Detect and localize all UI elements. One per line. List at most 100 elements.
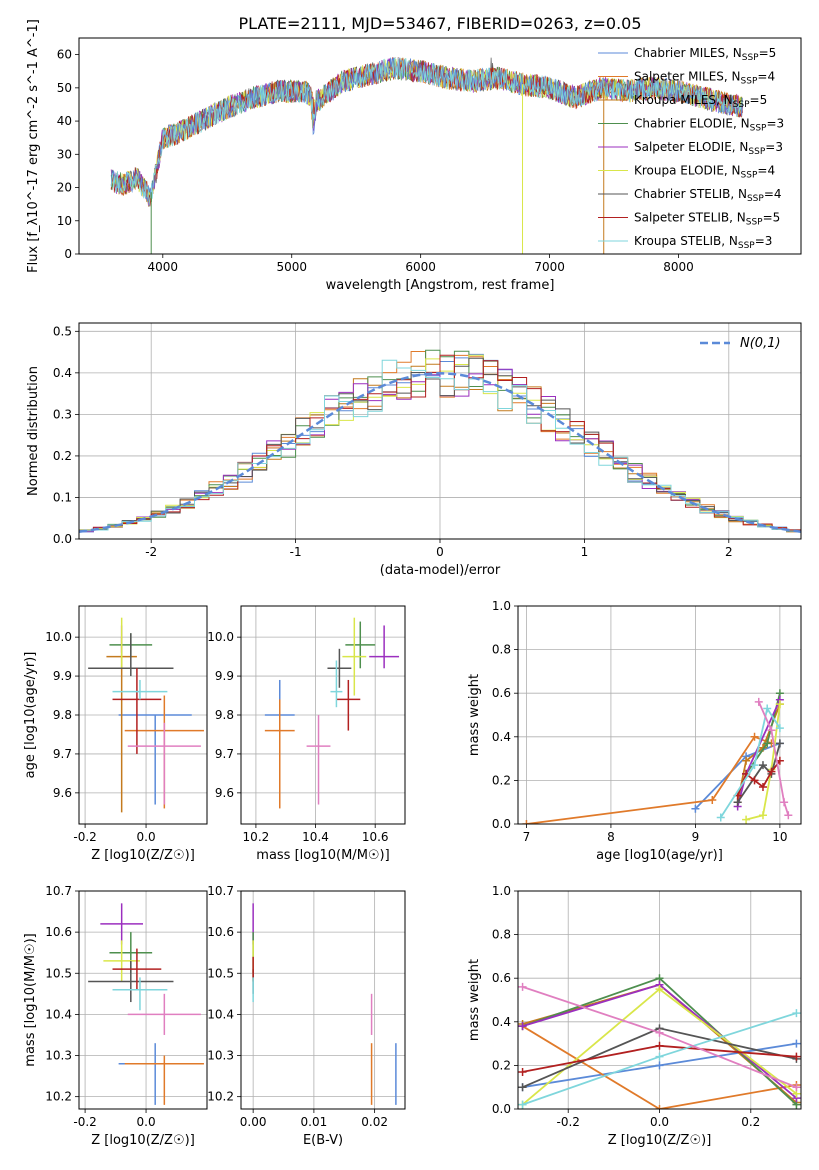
y-tick-label: 10.3 bbox=[45, 1049, 72, 1063]
y-tick-label: 0.5 bbox=[53, 324, 72, 338]
axes-frame bbox=[517, 890, 802, 1110]
spectrum-legend: Chabrier MILES, NSSP=5 Salpeter MILES, NS… bbox=[598, 46, 784, 251]
histogram-series bbox=[79, 359, 801, 532]
y-axis-label: mass [log10(M/M☉)] bbox=[23, 933, 38, 1066]
weight-point bbox=[775, 724, 784, 733]
x-tick-label: 0.00 bbox=[240, 1115, 267, 1129]
weight-point bbox=[518, 982, 527, 991]
y-axis-label: age [log10(age/yr)] bbox=[23, 652, 38, 779]
y-tick-label: 0.8 bbox=[492, 928, 511, 942]
weight-point bbox=[655, 1061, 664, 1070]
mass-vs-z-panel-marks bbox=[88, 903, 204, 1105]
x-tick-label: 4000 bbox=[148, 260, 179, 274]
weight-point bbox=[655, 985, 664, 994]
axes-frame bbox=[78, 322, 802, 540]
weight-point bbox=[767, 726, 776, 735]
weight-point bbox=[518, 1022, 527, 1031]
y-tick-label: 10.0 bbox=[45, 630, 72, 644]
y-tick-label: 10.3 bbox=[207, 1049, 234, 1063]
y-tick-label: 10.4 bbox=[207, 1007, 234, 1021]
x-tick-label: 9 bbox=[692, 830, 700, 844]
age-vs-mass-panel: 10.2 10.4 10.6 9.6 9.7 9.8 9.9 10.0 mass [log10(… bbox=[207, 605, 406, 863]
mass-vs-z-panel: -0.2 0.0 10.2 10.3 10.4 10.5 10.6 10.7 Z [log10(… bbox=[23, 884, 208, 1148]
weight-line bbox=[719, 706, 781, 818]
weight-point bbox=[708, 796, 717, 805]
y-tick-label: 0.0 bbox=[492, 817, 511, 831]
x-tick-label: -2 bbox=[145, 545, 157, 559]
spectrum-panel: 4000 5000 6000 7000 8000 0 10 20 30 40 50 60 wavelen… bbox=[26, 19, 802, 293]
y-tick-label: 0.0 bbox=[53, 532, 72, 546]
y-tick-label: 1.0 bbox=[492, 599, 511, 613]
y-tick-label: 0.8 bbox=[492, 643, 511, 657]
weight-point bbox=[716, 813, 725, 822]
x-axis-label: (data-model)/error bbox=[380, 563, 501, 578]
weight-point bbox=[780, 798, 789, 807]
y-axis-label: mass weight bbox=[467, 674, 482, 756]
y-tick-label: 10.7 bbox=[207, 884, 234, 898]
weight-point bbox=[518, 1083, 527, 1092]
weight-point bbox=[742, 815, 751, 824]
x-tick-label: 5000 bbox=[276, 260, 307, 274]
y-tick-label: 0.0 bbox=[492, 1102, 511, 1116]
weight-point bbox=[775, 700, 784, 709]
weight-line bbox=[757, 701, 790, 816]
weight-point bbox=[655, 1028, 664, 1037]
y-tick-label: 10.0 bbox=[207, 630, 234, 644]
y-tick-label: 40 bbox=[57, 114, 72, 128]
x-tick-label: 10.6 bbox=[362, 830, 389, 844]
weight-point bbox=[655, 1105, 664, 1109]
x-tick-label: 10 bbox=[772, 830, 787, 844]
weight-point bbox=[792, 1083, 801, 1092]
x-tick-label: 0.0 bbox=[650, 1115, 669, 1129]
axes-frame bbox=[240, 605, 406, 825]
weight-point bbox=[754, 697, 763, 706]
weight-point bbox=[767, 767, 776, 776]
y-tick-label: 10.7 bbox=[45, 884, 72, 898]
y-tick-label: 0.6 bbox=[492, 686, 511, 700]
weight-point bbox=[758, 761, 767, 770]
gaussian-reference-curve bbox=[79, 372, 801, 533]
weight-point bbox=[750, 776, 759, 785]
mass-weight-z-panel: -0.2 0.0 0.2 0.0 0.2 0.4 0.6 0.8 1.0 Z [log10(Z/Z… bbox=[467, 884, 802, 1148]
weight-point bbox=[784, 811, 793, 820]
weight-point bbox=[742, 756, 751, 765]
legend-entry: Chabrier MILES, NSSP=5 bbox=[634, 46, 776, 63]
spectrum-panel-marks bbox=[110, 56, 743, 254]
x-tick-label: -0.2 bbox=[73, 830, 96, 844]
weight-point bbox=[518, 1100, 527, 1109]
weight-point bbox=[522, 820, 531, 824]
x-tick-label: 8 bbox=[607, 830, 615, 844]
residual-panel: -2 -1 0 1 2 0.0 0.1 0.2 0.3 0.4 0.5 (data-model)/er… bbox=[26, 322, 802, 578]
weight-line bbox=[736, 760, 781, 797]
x-tick-label: 1 bbox=[581, 545, 589, 559]
x-axis-label: mass [log10(M/M☉)] bbox=[256, 848, 389, 863]
x-tick-label: 0.0 bbox=[137, 1115, 156, 1129]
x-axis-label: Z [log10(Z/Z☉)] bbox=[608, 1133, 712, 1148]
axes-frame bbox=[240, 890, 406, 1110]
x-tick-label: 6000 bbox=[405, 260, 436, 274]
legend-entry: Salpeter ELODIE, NSSP=3 bbox=[634, 140, 783, 157]
weight-point bbox=[758, 782, 767, 791]
mass-weight-z-panel-marks bbox=[518, 974, 801, 1109]
y-tick-label: 9.7 bbox=[215, 747, 234, 761]
y-tick-label: 10.2 bbox=[45, 1090, 72, 1104]
y-tick-label: 30 bbox=[57, 147, 72, 161]
spectrum-line bbox=[110, 56, 743, 207]
x-tick-label: 7 bbox=[523, 830, 531, 844]
x-tick-label: 0.0 bbox=[137, 830, 156, 844]
legend-entry: Salpeter STELIB, NSSP=5 bbox=[634, 211, 780, 228]
weight-point bbox=[655, 1052, 664, 1061]
x-axis-label: Z [log10(Z/Z☉)] bbox=[91, 848, 195, 863]
y-tick-label: 9.8 bbox=[215, 708, 234, 722]
weight-point bbox=[792, 1039, 801, 1048]
x-tick-label: 10.4 bbox=[302, 830, 329, 844]
y-tick-label: 60 bbox=[57, 48, 72, 62]
y-tick-label: 10.4 bbox=[45, 1007, 72, 1021]
y-tick-label: 9.9 bbox=[215, 669, 234, 683]
y-tick-label: 0.2 bbox=[492, 1058, 511, 1072]
weight-point bbox=[750, 732, 759, 741]
y-tick-label: 0 bbox=[64, 247, 72, 261]
y-tick-label: 0.1 bbox=[53, 490, 72, 504]
y-tick-label: 10.6 bbox=[45, 925, 72, 939]
